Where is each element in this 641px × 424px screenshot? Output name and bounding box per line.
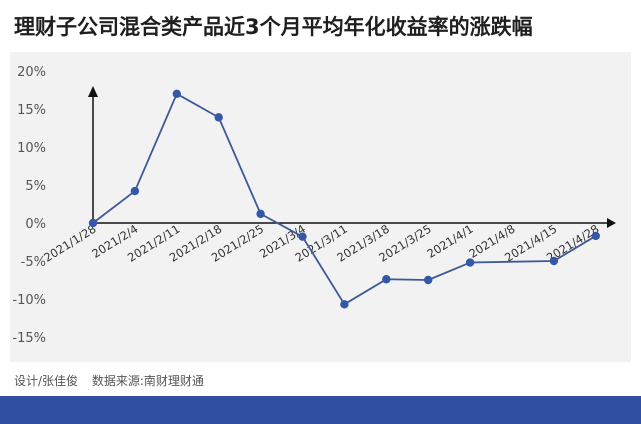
line-chart: 20%15%10%5%0%-5%-10%-15%2021/1/282021/2/… bbox=[12, 65, 616, 346]
y-axis-arrow bbox=[88, 86, 98, 97]
y-tick-label: 15% bbox=[17, 103, 46, 118]
y-tick-label: 0% bbox=[25, 217, 46, 232]
x-axis-arrow bbox=[607, 218, 616, 228]
data-point bbox=[465, 258, 475, 267]
data-point bbox=[298, 232, 307, 241]
data-point bbox=[172, 89, 181, 98]
data-point bbox=[340, 300, 349, 309]
data-point bbox=[382, 275, 391, 284]
data-point bbox=[256, 209, 265, 219]
chart-title: 理财子公司混合类产品近3个月平均年化收益率的涨跌幅 bbox=[14, 15, 533, 39]
data-point bbox=[214, 113, 223, 122]
data-point bbox=[130, 186, 140, 196]
data-point bbox=[549, 256, 559, 266]
data-point bbox=[88, 218, 98, 228]
y-tick-label: -5% bbox=[21, 255, 46, 270]
data-point bbox=[591, 231, 600, 241]
y-tick-label: 5% bbox=[25, 179, 46, 194]
chart-panel: 20% 15% 10% 5% 0% -5% -10% -15% 2021/1/28 2021/2/… bbox=[10, 52, 631, 362]
x-tick-label: 2021/1/28 bbox=[41, 222, 98, 265]
data-source: 数据来源:南财理财通 bbox=[91, 374, 204, 388]
y-tick-label: 20% bbox=[17, 65, 46, 80]
x-tick-label: 2021/4/1 bbox=[424, 222, 475, 261]
y-tick-label: 10% bbox=[17, 141, 46, 156]
y-tick-label: -15% bbox=[12, 331, 46, 346]
bottom-bar bbox=[0, 396, 641, 424]
data-point bbox=[424, 275, 433, 285]
chart-footer: 设计/张佳俊 数据来源:南财理财通 bbox=[14, 372, 214, 389]
designer-credit: 设计/张佳俊 bbox=[14, 374, 79, 388]
series-line bbox=[92, 92, 597, 306]
y-tick-label: -10% bbox=[12, 293, 46, 308]
